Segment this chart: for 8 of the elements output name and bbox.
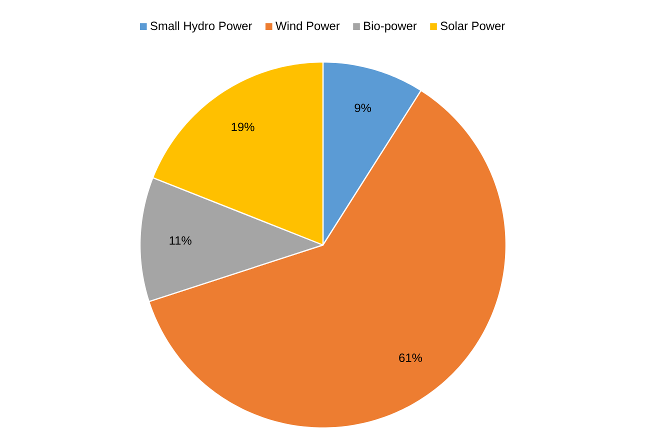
legend-label: Wind Power — [276, 21, 340, 30]
data-label: 61% — [399, 354, 422, 362]
legend-label: Solar Power — [440, 21, 505, 30]
legend-label: Small Hydro Power — [150, 21, 252, 32]
data-label: 11% — [170, 236, 192, 245]
legend-label: Bio-power — [364, 21, 417, 32]
data-label: 9% — [354, 104, 372, 112]
data-label: 19% — [232, 122, 254, 132]
